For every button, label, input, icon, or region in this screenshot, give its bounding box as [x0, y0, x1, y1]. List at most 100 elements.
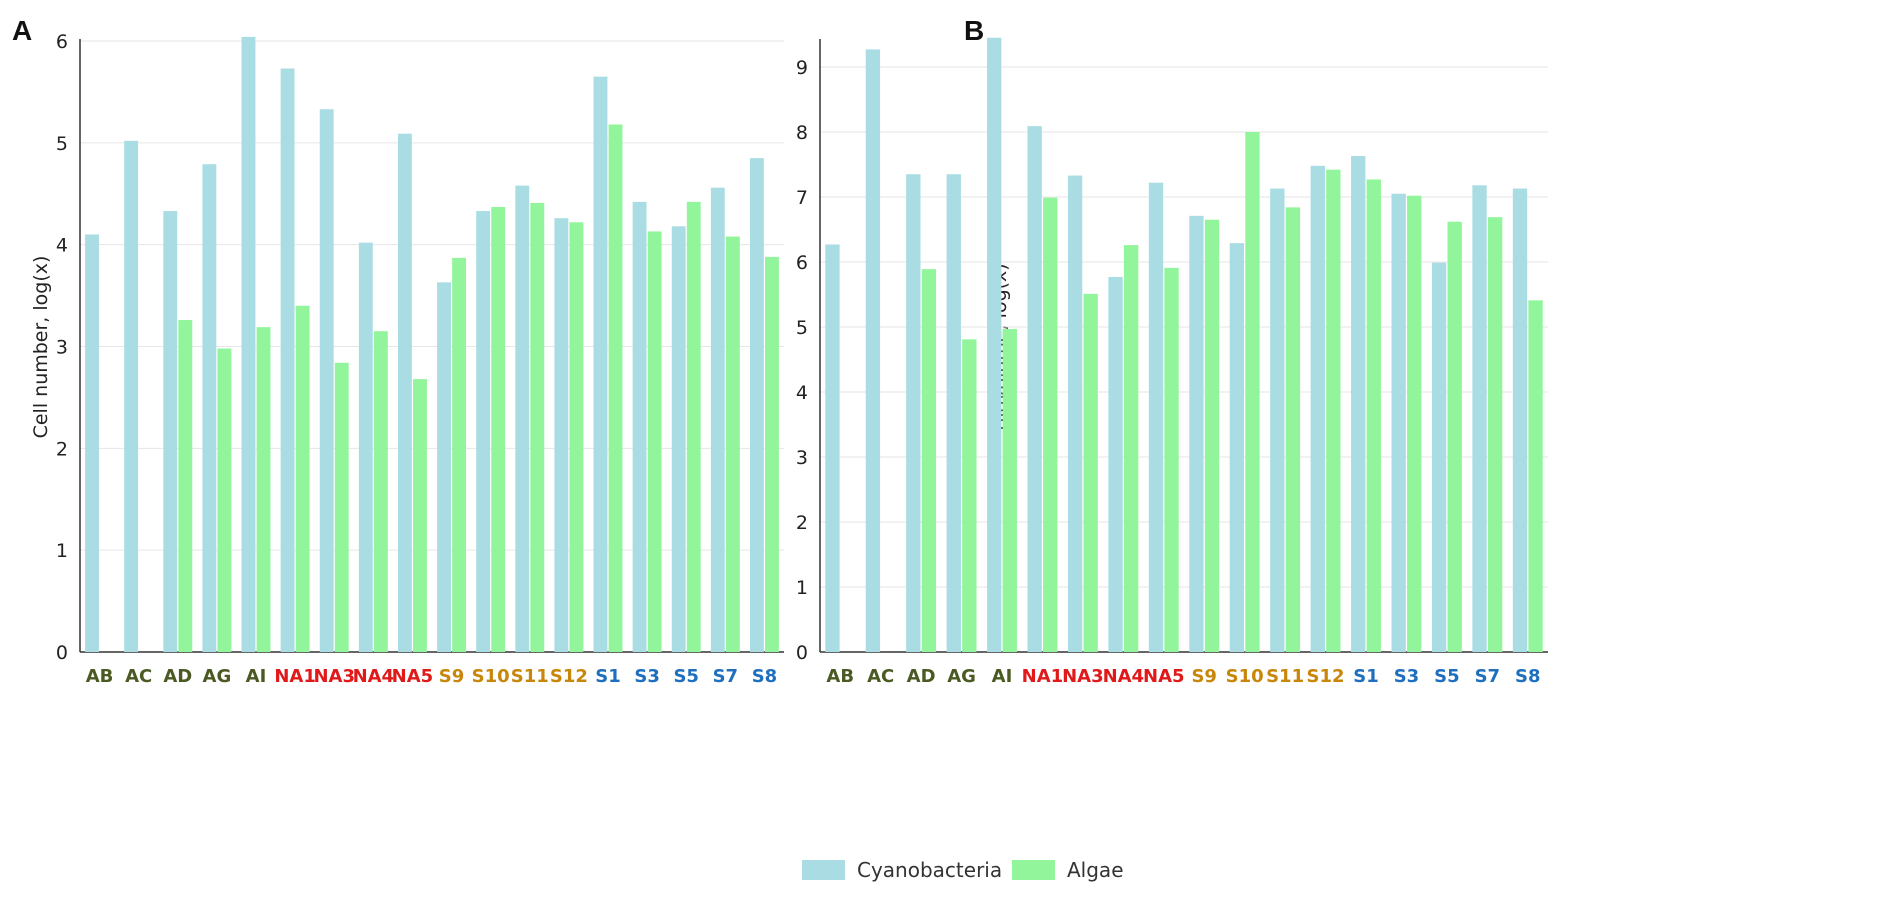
- panel-b-y-tick-label: 5: [796, 317, 808, 339]
- panel-a-bar-cyanobacteria-s10: [476, 211, 491, 653]
- panel-b-x-tick-label-na1: NA1: [1022, 666, 1064, 687]
- panel-a-bar-cyanobacteria-ab: [85, 234, 99, 652]
- panel-a-bar-algae-na4: [373, 331, 388, 652]
- panel-b-bar-algae-s12: [1326, 169, 1341, 652]
- panel-b-x-tick-label-ag: AG: [947, 666, 976, 687]
- panel-b-x-tick-label-s1: S1: [1353, 666, 1379, 687]
- panel-b-bar-cyanobacteria-ab: [825, 244, 840, 652]
- panel-b-bar-cyanobacteria-s9: [1189, 215, 1204, 652]
- panel-b-y-tick-label: 6: [796, 252, 808, 274]
- panel-b-bar-algae-s10: [1245, 132, 1260, 652]
- panel-b-x-tick-label-ac: AC: [867, 666, 894, 687]
- panel-a-y-tick-label: 6: [56, 31, 68, 53]
- panel-a-x-tick-label-s8: S8: [752, 666, 778, 687]
- panel-a-bar-algae-s3: [647, 231, 662, 652]
- panel-b-x-tick-label-s7: S7: [1475, 666, 1501, 687]
- panel-b-bar-algae-s7: [1487, 217, 1503, 652]
- panel-a-x-tick-label-na5: NA5: [392, 666, 434, 687]
- panel-a-y-tick-label: 1: [56, 540, 68, 562]
- panel-a-bar-cyanobacteria-s7: [710, 187, 725, 652]
- panel-b-x-tick-label-s5: S5: [1434, 666, 1460, 687]
- panel-a-x-tick-label-ai: AI: [246, 666, 267, 687]
- panel-a-bar-cyanobacteria-na5: [397, 133, 412, 652]
- panel-a-bar-algae-ad: [178, 320, 193, 652]
- legend-label-cyanobacteria: Cyanobacteria: [857, 858, 1002, 882]
- panel-a-y-tick-label: 0: [56, 642, 68, 664]
- panel-a-y-tick-label: 2: [56, 438, 68, 460]
- panel-a-x-tick-label-na4: NA4: [353, 666, 395, 687]
- panel-a-bar-algae-s11: [530, 202, 545, 653]
- panel-b-x-tick-label-na5: NA5: [1143, 666, 1185, 687]
- panel-b-bar-cyanobacteria-s5: [1431, 262, 1447, 652]
- panel-a-x-tick-label-s9: S9: [439, 666, 465, 687]
- panel-a-letter: A: [12, 15, 32, 46]
- legend-swatch-algae: [1012, 860, 1055, 880]
- panel-a-bar-cyanobacteria-s1: [593, 76, 608, 653]
- panel-a-bar-algae-s10: [491, 206, 506, 652]
- panel-b-bar-algae-ai: [1002, 328, 1017, 652]
- panel-b-bar-algae-na4: [1123, 245, 1139, 652]
- panel-a-x-tick-label-ab: AB: [86, 666, 114, 687]
- panel-b-y-tick-label: 7: [796, 187, 808, 209]
- panel-b-x-tick-label-ab: AB: [826, 666, 854, 687]
- panel-b-bar-cyanobacteria-na1: [1027, 126, 1042, 652]
- panel-a-bar-algae-na3: [334, 362, 349, 652]
- panel-b-bar-algae-s1: [1366, 179, 1381, 652]
- panel-a-bar-cyanobacteria-s5: [671, 226, 686, 652]
- panel-b-bar-cyanobacteria-s11: [1270, 188, 1285, 653]
- panel-a-bar-cyanobacteria-s9: [437, 282, 451, 652]
- panel-b-y-tick-label: 4: [796, 382, 808, 404]
- panel-a-x-tick-label-s12: S12: [550, 666, 588, 687]
- panel-b-bar-cyanobacteria-ai: [987, 37, 1002, 652]
- panel-a-bar-algae-na5: [413, 379, 427, 652]
- panel-b-y-tick-label: 2: [796, 512, 808, 534]
- panel-b-x-tick-label-s12: S12: [1307, 666, 1345, 687]
- panel-a-bar-algae-na1: [295, 305, 310, 652]
- panel-a-bar-algae-s9: [452, 257, 467, 652]
- panel-b-x-tick-label-ai: AI: [992, 666, 1013, 687]
- panel-b-x-tick-label-na3: NA3: [1062, 666, 1104, 687]
- panel-a-x-tick-label-na1: NA1: [274, 666, 316, 687]
- panel-a-bar-cyanobacteria-na3: [319, 109, 334, 652]
- panel-a-bar-cyanobacteria-na4: [358, 242, 373, 652]
- panel-b-bar-cyanobacteria-na4: [1108, 276, 1123, 652]
- panel-b-x-tick-label-na4: NA4: [1103, 666, 1145, 687]
- panel-a-x-tick-label-ag: AG: [203, 666, 232, 687]
- panel-b-bar-cyanobacteria-ag: [946, 174, 961, 652]
- panel-a-bar-algae-s12: [569, 222, 584, 652]
- panel-b-y-tick-label: 1: [796, 577, 808, 599]
- panel-a-y-tick-label: 5: [56, 133, 68, 155]
- panel-a-bar-algae-s7: [725, 236, 740, 652]
- panel-b-bar-algae-s3: [1407, 195, 1422, 652]
- panel-a-x-tick-label-na3: NA3: [313, 666, 355, 687]
- panel-b-y-tick-label: 0: [796, 642, 808, 664]
- panel-a-bar-algae-ai: [256, 327, 271, 652]
- panel-a-bar-algae-s1: [608, 124, 623, 652]
- panel-b-y-tick-label: 9: [796, 57, 808, 79]
- panel-b-bar-algae-s9: [1204, 219, 1220, 652]
- panel-b-bar-cyanobacteria-s3: [1391, 193, 1406, 652]
- panel-b-bar-cyanobacteria-ac: [865, 49, 881, 652]
- panel-b-bar-algae-na5: [1164, 267, 1179, 652]
- panel-b-bar-cyanobacteria-s10: [1229, 243, 1245, 652]
- panel-b-bar-algae-ag: [962, 339, 977, 652]
- panel-b-x-tick-label-s11: S11: [1266, 666, 1304, 687]
- panel-a-bar-cyanobacteria-ai: [241, 36, 256, 653]
- panel-b-bar-algae-ad: [921, 269, 937, 652]
- panel-a-bar-cyanobacteria-na1: [280, 68, 295, 653]
- panel-a-bar-cyanobacteria-ag: [202, 164, 217, 653]
- panel-a-x-tick-label-s3: S3: [634, 666, 660, 687]
- panel-b-bar-algae-s8: [1528, 300, 1543, 652]
- panel-a-x-tick-label-ac: AC: [125, 666, 152, 687]
- panel-a-bar-algae-ag: [217, 348, 232, 652]
- legend: Cyanobacteria Algae: [802, 858, 1124, 882]
- panel-b-x-tick-label-s3: S3: [1394, 666, 1420, 687]
- panel-b-x-tick-label-s8: S8: [1515, 666, 1541, 687]
- panel-b-x-tick-label-ad: AD: [907, 666, 936, 687]
- panel-b-bar-algae-na3: [1083, 293, 1098, 652]
- panel-b-x-tick-label-s9: S9: [1191, 666, 1217, 687]
- panel-a-y-tick-label: 4: [56, 235, 68, 257]
